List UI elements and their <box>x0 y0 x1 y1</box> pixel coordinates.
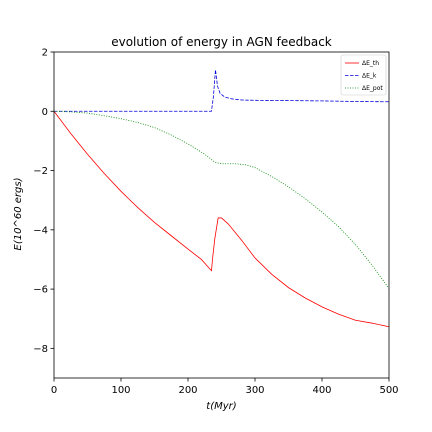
y-tick-label: −4 <box>33 225 48 236</box>
x-tick-label: 300 <box>245 385 264 396</box>
series-line-1 <box>54 69 390 112</box>
x-tick-label: 200 <box>178 385 197 396</box>
y-tick-label: 2 <box>42 48 48 59</box>
legend-box <box>340 54 387 96</box>
x-tick-label: 100 <box>111 385 130 396</box>
x-axis-ticks: 0 100 200 300 400 500 <box>51 378 399 396</box>
series-line-2 <box>53 110 390 289</box>
series-line-0 <box>53 111 390 328</box>
legend-entry-label: ΔE_pot <box>362 85 383 92</box>
x-tick-label: 400 <box>312 385 331 396</box>
legend-entry-label: ΔE_th <box>362 60 379 67</box>
y-tick-label: −6 <box>33 285 48 296</box>
x-tick-label: 500 <box>379 385 398 396</box>
legend: ΔE_th ΔE_k ΔE_pot <box>340 54 387 96</box>
y-axis-ticks: 2 0 −2 −4 −6 −8 <box>33 48 54 355</box>
y-axis-label: E(10^60 ergs) <box>13 178 24 251</box>
y-tick-label: −8 <box>33 344 48 355</box>
y-tick-label: −2 <box>33 166 48 177</box>
plot-frame <box>53 51 390 379</box>
chart-title: evolution of energy in AGN feedback <box>111 35 332 49</box>
plot-area <box>53 69 390 328</box>
legend-entry-label: ΔE_k <box>362 73 377 80</box>
x-tick-label: 0 <box>51 385 57 396</box>
y-tick-label: 0 <box>42 107 48 118</box>
x-axis-label: t(Myr) <box>206 401 236 412</box>
